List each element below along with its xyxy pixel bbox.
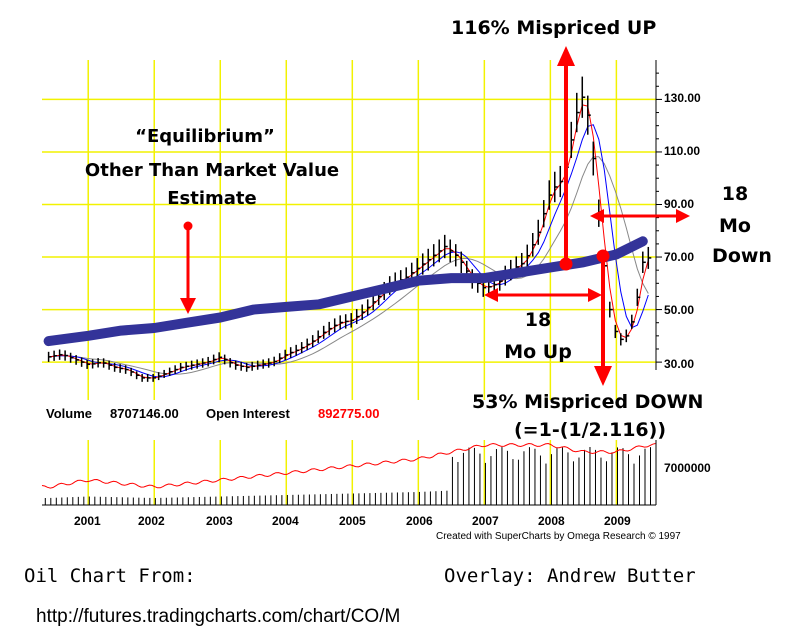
price-bars bbox=[47, 76, 652, 382]
mo-up-arrow-left-head bbox=[484, 288, 498, 302]
x-tick-label-2002: 2002 bbox=[138, 514, 165, 528]
volume-bars bbox=[44, 447, 657, 505]
long-moving-average bbox=[48, 156, 649, 375]
y-tick-label-50: 50.00 bbox=[664, 303, 694, 317]
mo-up-arrow-right-head bbox=[588, 288, 602, 302]
equilibrium-label-line1: “Equilibrium” bbox=[135, 126, 275, 147]
mo-down-arrow-right-head bbox=[676, 209, 690, 223]
mo-down-arrow-left-head bbox=[590, 209, 604, 223]
y-tick-label-90: 90.00 bbox=[664, 197, 694, 211]
open-interest-label: Open Interest bbox=[206, 406, 290, 421]
volume-label: Volume bbox=[46, 406, 92, 421]
y-tick-label-30: 30.00 bbox=[664, 357, 694, 371]
equilibrium-line bbox=[43, 236, 648, 347]
mispriced-formula: (=1-(1/2.116)) bbox=[514, 419, 666, 441]
x-tick-label-2001: 2001 bbox=[74, 514, 101, 528]
oil-chart-source-label: Oil Chart From: bbox=[24, 565, 196, 587]
x-tick-label-2007: 2007 bbox=[472, 514, 499, 528]
volume-value: 8707146.00 bbox=[110, 406, 179, 421]
y-tick-label-70: 70.00 bbox=[664, 250, 694, 264]
mispriced-down-arrow-head bbox=[594, 366, 612, 386]
mo-down-label-line3: Down bbox=[712, 245, 772, 267]
mispriced-up-label: 116% Mispriced UP bbox=[451, 17, 656, 39]
open-interest-line bbox=[41, 442, 656, 489]
volume-grid bbox=[87, 440, 618, 505]
grid bbox=[42, 60, 656, 400]
overlay-credit: Overlay: Andrew Butter bbox=[444, 565, 696, 587]
equilibrium-label-line3: Estimate bbox=[167, 188, 257, 209]
equilibrium-pointer-head bbox=[180, 298, 196, 314]
x-tick-label-2003: 2003 bbox=[206, 514, 233, 528]
mispriced-down-dot bbox=[596, 249, 610, 263]
volume-tick-label: 7000000 bbox=[664, 461, 711, 475]
equilibrium-label-line2: Other Than Market Value bbox=[85, 160, 339, 181]
mispriced-down-label: 53% Mispriced DOWN bbox=[472, 391, 703, 413]
annotation-arrows bbox=[180, 46, 690, 386]
x-tick-label-2006: 2006 bbox=[406, 514, 433, 528]
mispriced-up-arrow-head bbox=[557, 46, 575, 66]
y-tick-marks bbox=[656, 72, 662, 363]
x-tick-label-2005: 2005 bbox=[339, 514, 366, 528]
x-tick-label-2004: 2004 bbox=[272, 514, 299, 528]
x-tick-label-2008: 2008 bbox=[538, 514, 565, 528]
mo-up-label-line2: Mo Up bbox=[504, 341, 572, 363]
open-interest-value: 892775.00 bbox=[318, 406, 379, 421]
mo-down-label-line2: Mo bbox=[719, 215, 751, 237]
medium-moving-average bbox=[48, 124, 649, 378]
x-tick-label-2009: 2009 bbox=[604, 514, 631, 528]
mo-down-label-line1: 18 bbox=[722, 183, 748, 205]
y-tick-label-130: 130.00 bbox=[664, 91, 701, 105]
equilibrium-pointer-dot bbox=[183, 221, 193, 231]
source-url: http://futures.tradingcharts.com/chart/C… bbox=[36, 606, 400, 627]
mo-up-label-line1: 18 bbox=[525, 309, 551, 331]
mispriced-up-dot bbox=[559, 257, 573, 271]
y-tick-label-110: 110.00 bbox=[664, 144, 700, 158]
chart-credit: Created with SuperCharts by Omega Resear… bbox=[436, 531, 681, 542]
